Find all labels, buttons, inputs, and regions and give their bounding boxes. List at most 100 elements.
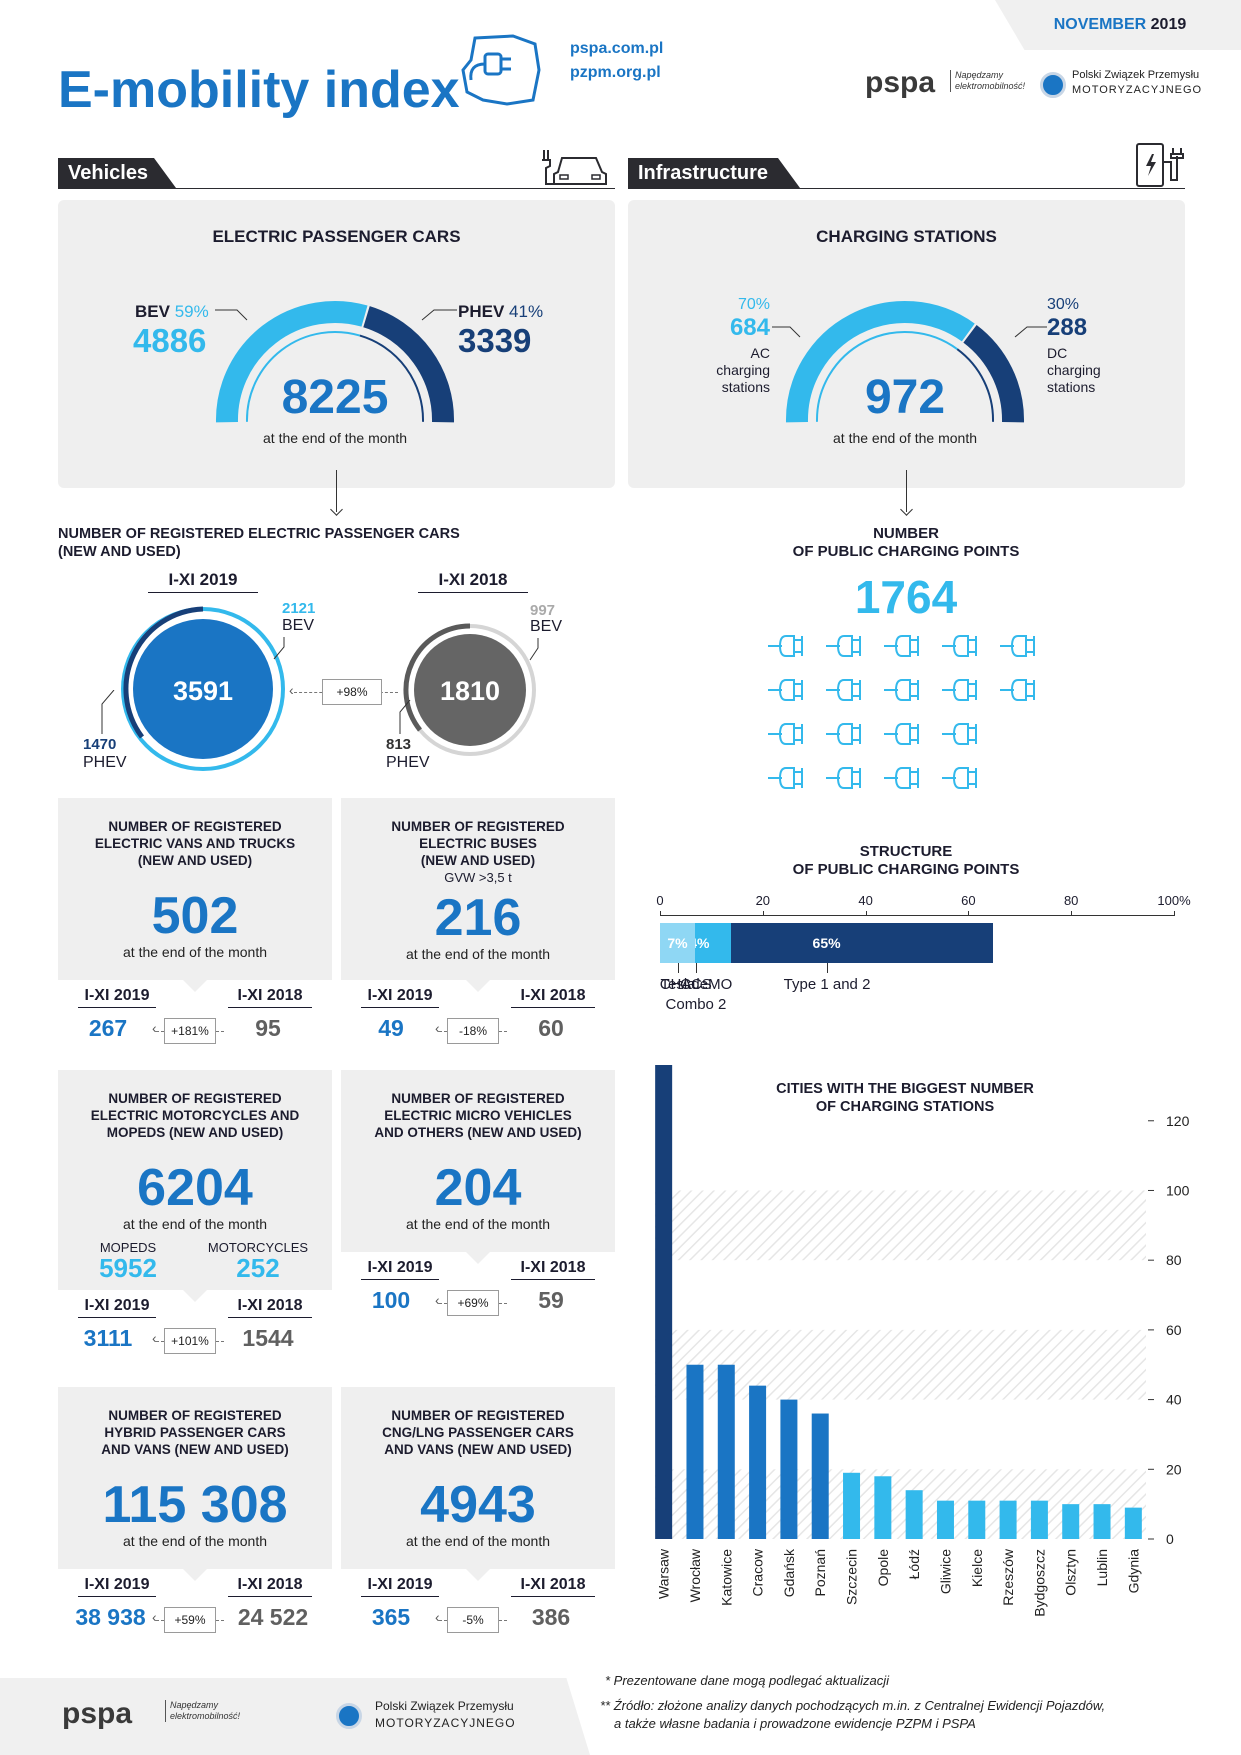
stat-panel-change-arrowhead: ‹ (435, 1609, 440, 1625)
stat-panel-sub: at the end of the month (123, 944, 267, 960)
city-label: Olsztyn (1063, 1549, 1079, 1596)
car-plug-icon (542, 150, 607, 185)
stat-panel-y2019-value: 3111 (83, 1325, 133, 1351)
city-bar (999, 1500, 1017, 1539)
stat-panel (58, 1070, 332, 1290)
stat-panel (341, 1387, 615, 1569)
bev-share: BEV 59% (135, 302, 209, 321)
y2018-phev-value: 813 (386, 736, 412, 753)
charging-stations-panel (628, 200, 1185, 488)
page-title: E-mobility index (58, 61, 460, 119)
stations-total: 972 (864, 371, 946, 424)
stat-panel-value: 502 (151, 887, 239, 945)
infrastructure-divider (628, 188, 1185, 189)
stat-panel-change-arrowhead: ‹ (152, 1020, 157, 1036)
y2018-bev-label: BEV (530, 618, 563, 635)
cars-change-arrowhead: ‹ (289, 682, 294, 698)
y-axis-tick-label: 40 (1166, 1392, 1182, 1408)
structure-segment-label: CCS Combo 2 (665, 976, 727, 1013)
registered-cars-title: NUMBER OF REGISTERED ELECTRIC PASSENGER … (58, 526, 460, 560)
city-bar (780, 1399, 798, 1539)
url-pspa[interactable]: pspa.com.pl (570, 40, 664, 57)
mopeds-label: MOPEDS (99, 1240, 157, 1255)
city-label: Katowice (718, 1549, 734, 1606)
footer-note-2: ** Źródło: złożone analizy danych pochod… (600, 1698, 1106, 1731)
stat-panel-y2018-label: I-XI 2018 (228, 1576, 312, 1597)
stat-panel-title: NUMBER OF REGISTERED ELECTRIC MICRO VEHIC… (374, 1091, 582, 1140)
structure-title: STRUCTURE OF PUBLIC CHARGING POINTS (792, 843, 1020, 878)
city-label: Gliwice (937, 1549, 953, 1594)
url-pzpm[interactable]: pzpm.org.pl (570, 64, 661, 81)
charging-plug-icon (884, 632, 932, 665)
charging-plug-icon (826, 720, 874, 753)
report-date: NOVEMBER 2019 (1040, 16, 1200, 34)
y-axis-tick-label: 0 (1166, 1531, 1174, 1547)
city-label: Poznań (812, 1549, 828, 1596)
phev-share: PHEV 41% (458, 302, 544, 321)
stat-panel-title: NUMBER OF REGISTERED ELECTRIC VANS AND TR… (94, 819, 296, 868)
ac-leader-line (772, 326, 801, 338)
panel-notch (183, 1569, 207, 1581)
charging-plug-icon (1000, 676, 1048, 709)
stat-panel-change-badge: +101% (164, 1328, 216, 1354)
y-axis-tick-label: 80 (1166, 1252, 1182, 1268)
structure-axis-tickmark (1174, 911, 1175, 916)
city-label: Szczecin (844, 1549, 860, 1605)
structure-axis: 0 20 40 60 80 100% (656, 893, 1191, 916)
city-bar (874, 1476, 892, 1539)
stat-panel-y2018-label: I-XI 2018 (511, 987, 595, 1008)
cities-chart-title: CITIES WITH THE BIGGEST NUMBER OF CHARGI… (776, 1081, 1034, 1115)
cars-change-badge: +98% (322, 679, 382, 705)
stat-panel (341, 798, 615, 980)
charging-plug-icon (1000, 632, 1048, 665)
stat-panel-y2019-label: I-XI 2019 (78, 987, 156, 1008)
stat-panel-change-badge: +69% (447, 1290, 499, 1316)
stat-panel-y2019-value: 100 (371, 1287, 411, 1313)
charging-plug-icon (768, 764, 816, 797)
stat-panel-change-arrowhead: ‹ (152, 1609, 157, 1625)
city-label: Lublin (1094, 1549, 1110, 1586)
dc-value: 288 (1047, 314, 1088, 341)
stat-panel-y2019-label: I-XI 2019 (78, 1576, 156, 1597)
stat-panel-sub: at the end of the month (406, 1533, 550, 1549)
cars-gauge (215, 301, 455, 423)
stat-panel-y2018-value: 59 (538, 1287, 564, 1313)
ac-value: 684 (729, 314, 770, 341)
public-points-value: 1764 (854, 571, 958, 623)
city-bar (1093, 1504, 1111, 1539)
footer-band (0, 1678, 590, 1755)
footer-pspa-tagline: Napędzamy elektromobilność! (165, 1700, 245, 1722)
stat-panel (341, 1070, 615, 1252)
panel-notch (466, 980, 490, 992)
city-bar (749, 1385, 767, 1539)
stat-panel (58, 1387, 332, 1569)
infrastructure-section-label: Infrastructure (628, 158, 800, 188)
y2019-bev-leader (273, 637, 285, 660)
y2019-phev-value: 1470 (83, 736, 117, 753)
y2018-bev-leader (529, 638, 539, 661)
stat-panel-change-badge: -5% (447, 1607, 499, 1633)
city-bar (1030, 1500, 1048, 1539)
stat-panel-title: NUMBER OF REGISTERED ELECTRIC MOTORCYCLES… (90, 1091, 300, 1140)
y2018-label: I-XI 2018 (418, 570, 528, 593)
city-label: Rzeszów (1000, 1548, 1016, 1606)
y2018-phev-label: PHEV (386, 754, 430, 771)
y2019-label: I-XI 2019 (148, 570, 258, 593)
footer-note-1: * Prezentowane dane mogą podlegać aktual… (605, 1673, 890, 1688)
panel-notch (183, 980, 207, 992)
charging-plug-icon (826, 676, 874, 709)
charger-icon (1136, 143, 1184, 187)
plug-icon-grid (768, 632, 1058, 812)
bev-value: 4886 (133, 322, 207, 359)
city-label: Gdynia (1125, 1549, 1141, 1594)
y2018-circle (403, 623, 536, 756)
ac-arc (785, 300, 975, 423)
city-label: Kielce (969, 1549, 985, 1587)
mopeds-value: 5952 (99, 1253, 157, 1283)
y2018-phev-leader (399, 700, 411, 734)
y2019-bev-label: BEV (282, 617, 315, 634)
structure-bar: 65%14%14%7% (660, 923, 1174, 963)
dc-pct: 30% (1047, 296, 1080, 313)
pzpm-logo-icon (1040, 72, 1066, 98)
stat-panel-value: 115 308 (102, 1476, 288, 1534)
